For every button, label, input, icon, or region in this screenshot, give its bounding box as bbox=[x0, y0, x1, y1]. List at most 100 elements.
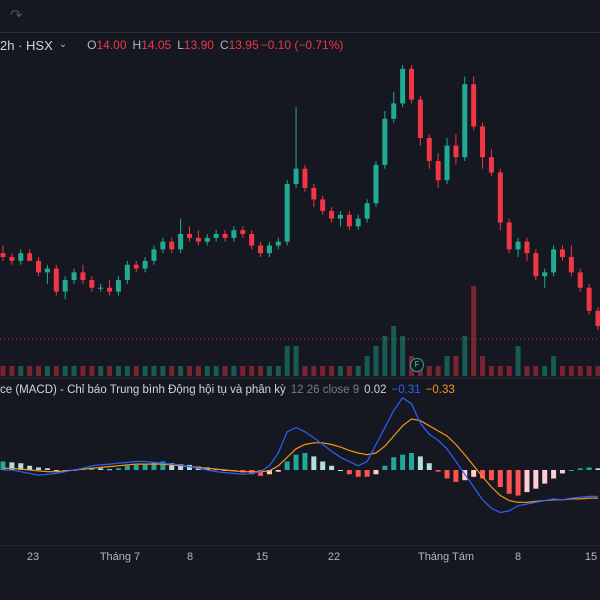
candle-body bbox=[586, 287, 592, 311]
volume-bar bbox=[400, 336, 406, 376]
volume-bar bbox=[169, 366, 175, 376]
candle-body bbox=[364, 203, 370, 219]
volume-bar bbox=[151, 366, 157, 376]
candle-body bbox=[71, 272, 77, 281]
macd-title[interactable]: ce (MACD) - Chỉ báo Trung bình Động hội … bbox=[0, 384, 286, 396]
volume-bar bbox=[178, 366, 184, 376]
macd-legend: ce (MACD) - Chỉ báo Trung bình Động hội … bbox=[0, 382, 455, 398]
signal-line bbox=[3, 418, 598, 503]
macd-histogram-bar bbox=[559, 470, 565, 474]
volume-bar bbox=[382, 336, 388, 376]
macd-histogram-bar bbox=[275, 470, 281, 472]
candle-body bbox=[36, 260, 42, 273]
chevron-down-icon[interactable]: ⌄ bbox=[58, 38, 68, 50]
high-label: H bbox=[132, 38, 142, 52]
macd-histogram-bar bbox=[107, 469, 113, 471]
time-axis-tick: 8 bbox=[186, 551, 194, 563]
candle-body bbox=[18, 253, 24, 261]
macd-histogram-bar bbox=[453, 470, 459, 482]
candle-body bbox=[391, 103, 397, 119]
candle-body bbox=[89, 280, 95, 288]
candle-body bbox=[355, 218, 361, 227]
candle-body bbox=[533, 253, 539, 277]
time-axis-tick: Tháng 7 bbox=[99, 551, 141, 563]
candle-body bbox=[151, 249, 157, 261]
volume-bar bbox=[311, 366, 317, 376]
volume-bar bbox=[36, 366, 42, 376]
volume-bar bbox=[506, 366, 512, 376]
volume-bar bbox=[364, 356, 370, 376]
candle-body bbox=[568, 257, 574, 273]
macd-histogram-bar bbox=[36, 467, 42, 470]
macd-histogram-bar bbox=[435, 470, 441, 472]
candle-body bbox=[169, 241, 175, 250]
candle-body bbox=[213, 233, 219, 238]
volume-bar bbox=[355, 366, 361, 376]
volume-bar bbox=[44, 366, 50, 376]
macd-histogram-bar bbox=[53, 470, 59, 471]
macd-signal-value: −0.33 bbox=[425, 384, 455, 396]
volume-bar bbox=[320, 366, 326, 376]
candle-body bbox=[435, 161, 441, 181]
candle-body bbox=[320, 199, 326, 211]
time-axis-tick: Tháng Tám bbox=[417, 551, 475, 563]
candle-body bbox=[453, 145, 459, 158]
candle-body bbox=[258, 245, 264, 254]
macd-histogram-bar bbox=[346, 470, 352, 475]
candle-body bbox=[186, 233, 192, 238]
macd-histogram-bar bbox=[444, 470, 450, 479]
macd-histogram-bar bbox=[577, 468, 583, 470]
volume-bar bbox=[115, 366, 121, 376]
candle-body bbox=[506, 222, 512, 250]
macd-histogram-bar bbox=[586, 467, 592, 470]
open-value: 14.00 bbox=[96, 38, 127, 52]
volume-bar bbox=[595, 366, 600, 376]
volume-bar bbox=[577, 366, 583, 376]
symbol-label[interactable]: 2h · HSX bbox=[0, 37, 53, 53]
candle-body bbox=[293, 168, 299, 185]
macd-histogram-bar bbox=[178, 464, 184, 470]
volume-bar bbox=[329, 366, 335, 376]
macd-histogram-bar bbox=[391, 457, 397, 470]
macd-histogram-bar bbox=[186, 464, 192, 470]
candle-body bbox=[124, 264, 130, 281]
candle-body bbox=[346, 214, 352, 227]
volume-bar bbox=[426, 366, 432, 376]
candle-body bbox=[542, 272, 548, 277]
volume-bar bbox=[0, 366, 6, 376]
candle-body bbox=[284, 184, 290, 242]
macd-hist-value: 0.02 bbox=[364, 384, 387, 396]
candle-body bbox=[44, 268, 50, 273]
candle-body bbox=[178, 233, 184, 250]
macd-histogram-bar bbox=[417, 456, 423, 470]
volume-bar bbox=[53, 366, 59, 376]
candle-body bbox=[302, 168, 308, 188]
candle-body bbox=[400, 68, 406, 104]
volume-bar bbox=[524, 366, 530, 376]
volume-bar bbox=[515, 346, 521, 376]
macd-histogram-bar bbox=[426, 463, 432, 470]
volume-bar bbox=[453, 356, 459, 376]
volume-bar bbox=[231, 366, 237, 376]
candle-body bbox=[595, 310, 600, 327]
redo-icon[interactable]: ↷ bbox=[10, 7, 23, 24]
toolbar: ↷ bbox=[0, 0, 600, 33]
volume-bar bbox=[337, 366, 343, 376]
volume-bar bbox=[488, 366, 494, 376]
macd-histogram-bar bbox=[302, 453, 308, 470]
candle-body bbox=[240, 230, 246, 234]
volume-bar bbox=[258, 366, 264, 376]
macd-histogram-bar bbox=[151, 462, 157, 470]
event-badge[interactable]: F bbox=[410, 358, 424, 372]
chart-canvas[interactable] bbox=[0, 32, 600, 546]
macd-histogram-bar bbox=[409, 453, 415, 470]
volume-bar bbox=[568, 366, 574, 376]
macd-histogram-bar bbox=[373, 470, 379, 475]
volume-bar bbox=[195, 366, 201, 376]
volume-bar bbox=[266, 366, 272, 376]
volume-bar bbox=[480, 356, 486, 376]
volume-bar bbox=[18, 366, 24, 376]
macd-histogram-bar bbox=[533, 470, 539, 489]
time-axis[interactable]: 23 Tháng 7 8 15 22 Tháng Tám 8 15 bbox=[0, 546, 600, 568]
volume-bar bbox=[9, 366, 15, 376]
